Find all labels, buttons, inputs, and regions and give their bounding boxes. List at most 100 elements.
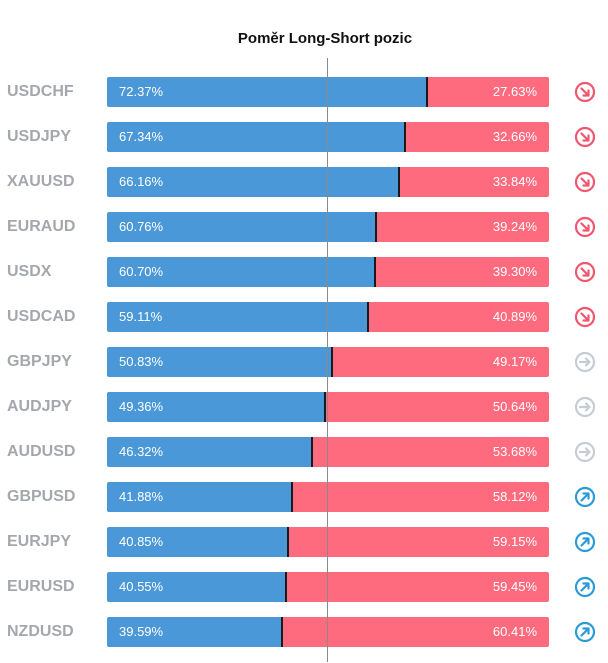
pair-symbol-label: XAUUSD xyxy=(7,173,75,190)
pair-row: USDX 60.70% 39.30% xyxy=(0,257,608,287)
ratio-separator xyxy=(367,302,369,332)
pair-symbol-label: NZDUSD xyxy=(7,623,74,640)
ratio-bar: 49.36% 50.64% xyxy=(107,392,549,422)
arrow-up-right-icon xyxy=(574,531,596,553)
arrow-down-right-icon xyxy=(574,81,596,103)
ratio-separator xyxy=(285,572,287,602)
pair-symbol-label: AUDUSD xyxy=(7,443,76,460)
long-bar-segment xyxy=(107,77,427,107)
short-bar-segment xyxy=(399,167,549,197)
ratio-bar: 60.70% 39.30% xyxy=(107,257,549,287)
ratio-bar: 40.85% 59.15% xyxy=(107,527,549,557)
long-bar-segment xyxy=(107,482,292,512)
pair-symbol-label: GBPJPY xyxy=(7,353,72,370)
long-bar-segment xyxy=(107,347,332,377)
ratio-separator xyxy=(281,617,283,647)
pair-row: USDJPY 67.34% 32.66% xyxy=(0,122,608,152)
ratio-separator xyxy=(287,527,289,557)
ratio-bar: 39.59% 60.41% xyxy=(107,617,549,647)
short-bar-segment xyxy=(405,122,549,152)
short-bar-segment xyxy=(368,302,549,332)
pair-symbol-label: USDCHF xyxy=(7,83,74,100)
long-percent-label: 39.59% xyxy=(119,624,164,639)
short-percent-label: 59.15% xyxy=(492,534,537,549)
ratio-bar: 72.37% 27.63% xyxy=(107,77,549,107)
pair-symbol-label: EURAUD xyxy=(7,218,76,235)
short-bar-segment xyxy=(376,212,549,242)
arrow-down-right-icon xyxy=(574,306,596,328)
short-percent-label: 49.17% xyxy=(492,354,537,369)
pair-row: USDCAD 59.11% 40.89% xyxy=(0,302,608,332)
ratio-bar: 50.83% 49.17% xyxy=(107,347,549,377)
pair-row: GBPUSD 41.88% 58.12% xyxy=(0,482,608,512)
pair-symbol-label: EURJPY xyxy=(7,533,72,550)
arrow-right-icon xyxy=(574,396,596,418)
pair-symbol-label: USDX xyxy=(7,263,52,280)
chart-title: Poměr Long-Short pozic xyxy=(237,30,413,47)
ratio-separator xyxy=(324,392,326,422)
long-percent-label: 50.83% xyxy=(119,354,164,369)
ratio-separator xyxy=(374,257,376,287)
long-percent-label: 60.70% xyxy=(119,264,164,279)
arrow-right-icon xyxy=(574,441,596,463)
ratio-separator xyxy=(311,437,313,467)
pair-row: GBPJPY 50.83% 49.17% xyxy=(0,347,608,377)
short-bar-segment xyxy=(325,392,549,422)
short-percent-label: 60.41% xyxy=(492,624,537,639)
long-percent-label: 40.85% xyxy=(119,534,164,549)
long-percent-label: 46.32% xyxy=(119,444,164,459)
short-percent-label: 39.24% xyxy=(492,219,537,234)
pair-row: EURAUD 60.76% 39.24% xyxy=(0,212,608,242)
long-bar-segment xyxy=(107,122,405,152)
pair-row: AUDJPY 49.36% 50.64% xyxy=(0,392,608,422)
long-percent-label: 49.36% xyxy=(119,399,164,414)
ratio-separator xyxy=(404,122,406,152)
long-bar-segment xyxy=(107,392,325,422)
long-bar-segment xyxy=(107,572,286,602)
long-percent-label: 72.37% xyxy=(119,84,164,99)
pair-row: EURJPY 40.85% 59.15% xyxy=(0,527,608,557)
short-bar-segment xyxy=(286,572,549,602)
pair-symbol-label: EURUSD xyxy=(7,578,75,595)
short-percent-label: 39.30% xyxy=(492,264,537,279)
pair-symbol-label: AUDJPY xyxy=(7,398,72,415)
long-bar-segment xyxy=(107,527,288,557)
ratio-bar: 46.32% 53.68% xyxy=(107,437,549,467)
short-percent-label: 53.68% xyxy=(492,444,537,459)
short-bar-segment xyxy=(375,257,549,287)
ratio-separator xyxy=(375,212,377,242)
ratio-separator xyxy=(426,77,428,107)
ratio-bar: 40.55% 59.45% xyxy=(107,572,549,602)
ratio-bar: 67.34% 32.66% xyxy=(107,122,549,152)
ratio-bar: 60.76% 39.24% xyxy=(107,212,549,242)
short-percent-label: 40.89% xyxy=(492,309,537,324)
arrow-down-right-icon xyxy=(574,171,596,193)
pair-row: AUDUSD 46.32% 53.68% xyxy=(0,437,608,467)
arrow-up-right-icon xyxy=(574,576,596,598)
short-bar-segment xyxy=(427,77,549,107)
long-bar-segment xyxy=(107,437,312,467)
ratio-separator xyxy=(291,482,293,512)
short-percent-label: 58.12% xyxy=(492,489,537,504)
pair-row: NZDUSD 39.59% 60.41% xyxy=(0,617,608,647)
long-percent-label: 60.76% xyxy=(119,219,164,234)
pair-symbol-label: USDJPY xyxy=(7,128,72,145)
pair-row: USDCHF 72.37% 27.63% xyxy=(0,77,608,107)
short-percent-label: 33.84% xyxy=(492,174,537,189)
ratio-bar: 41.88% 58.12% xyxy=(107,482,549,512)
short-bar-segment xyxy=(312,437,549,467)
long-bar-segment xyxy=(107,617,282,647)
ratio-bar: 66.16% 33.84% xyxy=(107,167,549,197)
pair-symbol-label: GBPUSD xyxy=(7,488,76,505)
short-percent-label: 32.66% xyxy=(492,129,537,144)
arrow-down-right-icon xyxy=(574,216,596,238)
ratio-bar: 59.11% 40.89% xyxy=(107,302,549,332)
pair-symbol-label: USDCAD xyxy=(7,308,76,325)
short-percent-label: 50.64% xyxy=(492,399,537,414)
arrow-down-right-icon xyxy=(574,261,596,283)
long-percent-label: 59.11% xyxy=(119,309,163,324)
short-bar-segment xyxy=(282,617,549,647)
long-percent-label: 41.88% xyxy=(119,489,164,504)
arrow-up-right-icon xyxy=(574,486,596,508)
long-percent-label: 67.34% xyxy=(119,129,164,144)
